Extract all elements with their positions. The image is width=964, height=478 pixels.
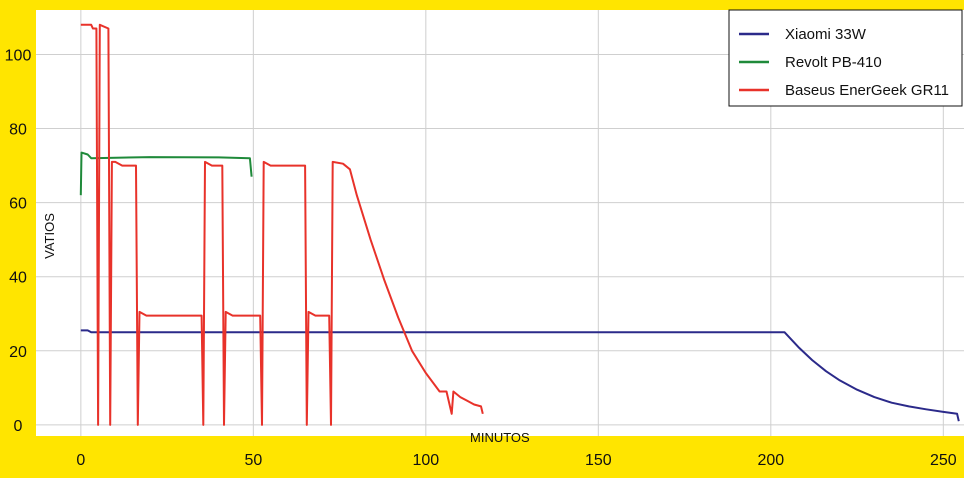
- y-tick-label: 100: [5, 47, 32, 64]
- y-axis-label: VATIOS: [42, 213, 57, 259]
- series-line-2: [79, 151, 253, 196]
- y-tick-label: 20: [9, 344, 27, 361]
- legend: Xiaomi 33W Revolt PB-410 Baseus EnerGeek G…: [728, 9, 963, 107]
- legend-label: Baseus EnerGeek GR11: [785, 82, 949, 99]
- series-line-3: [80, 23, 484, 426]
- legend-label: Xiaomi 33W: [785, 26, 867, 43]
- x-tick-label: 0: [76, 452, 85, 469]
- y-tick-label: 80: [9, 122, 27, 139]
- x-tick-label: 250: [930, 452, 957, 469]
- y-tick-label: 40: [9, 270, 27, 287]
- series-lines: [79, 23, 960, 426]
- x-tick-label: 50: [244, 452, 262, 469]
- x-tick-label: 100: [412, 452, 439, 469]
- x-tick-label: 150: [585, 452, 612, 469]
- x-tick-label: 200: [757, 452, 784, 469]
- y-tick-label: 60: [9, 196, 27, 213]
- y-tick-label: 0: [14, 418, 23, 435]
- legend-label: Revolt PB-410: [785, 54, 882, 71]
- series-line-1: [80, 329, 960, 422]
- x-axis-label: MINUTOS: [470, 430, 530, 445]
- grid-lines: [36, 10, 964, 436]
- axis-ticks: 0 50 100 150 200 250 0 20 40 60 80 100: [5, 47, 957, 469]
